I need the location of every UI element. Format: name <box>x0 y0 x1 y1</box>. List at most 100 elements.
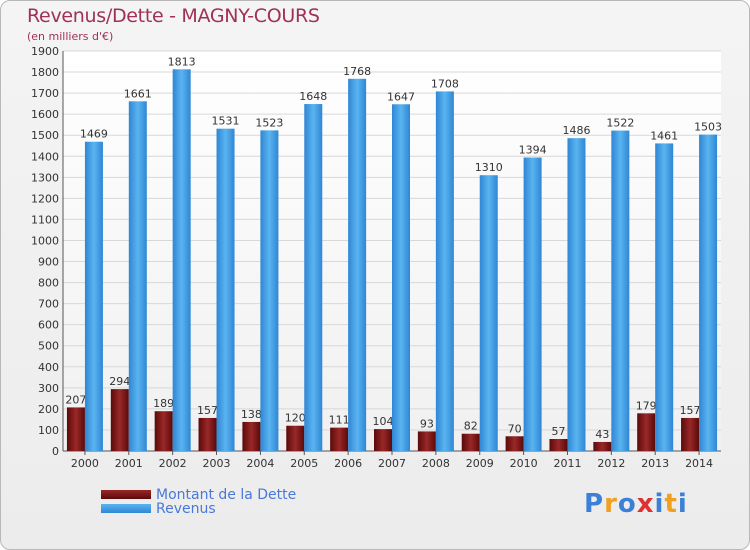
legend-swatch-dette <box>101 490 151 499</box>
data-label-dette: 207 <box>65 393 86 406</box>
y-tick-label: 1600 <box>31 108 59 121</box>
data-label-revenus: 1461 <box>650 129 678 142</box>
data-label-dette: 294 <box>109 375 130 388</box>
x-tick-label: 2002 <box>159 457 187 470</box>
x-tick-label: 2004 <box>246 457 274 470</box>
data-label-dette: 43 <box>595 428 609 441</box>
logo-letter: i <box>677 489 688 519</box>
bar-dette <box>110 389 129 451</box>
y-tick-label: 1700 <box>31 87 59 100</box>
data-label-dette: 82 <box>464 420 478 433</box>
x-tick-label: 2000 <box>71 457 99 470</box>
logo-letter: i <box>654 489 665 519</box>
bar-dette <box>681 417 700 451</box>
bar-dette <box>505 436 524 451</box>
data-label-revenus: 1531 <box>212 115 240 128</box>
bar-dette <box>154 411 173 451</box>
data-label-revenus: 1523 <box>255 116 283 129</box>
x-tick-label: 2010 <box>510 457 538 470</box>
x-tick-label: 2009 <box>466 457 494 470</box>
data-label-dette: 70 <box>508 422 522 435</box>
data-label-dette: 111 <box>329 414 350 427</box>
y-tick-label: 800 <box>38 277 59 290</box>
data-label-revenus: 1708 <box>431 77 459 90</box>
bar-revenus <box>655 143 674 451</box>
x-tick-label: 2003 <box>203 457 231 470</box>
data-label-dette: 138 <box>241 408 262 421</box>
y-tick-label: 0 <box>52 445 59 458</box>
logo-letter: P <box>584 489 605 519</box>
bar-revenus <box>216 128 235 451</box>
bar-dette <box>417 431 436 451</box>
bar-revenus <box>128 101 147 451</box>
bar-dette <box>374 429 392 451</box>
y-tick-label: 1900 <box>31 45 59 58</box>
y-tick-label: 700 <box>38 298 59 311</box>
y-tick-label: 400 <box>38 361 59 374</box>
y-tick-label: 1100 <box>31 213 59 226</box>
data-label-dette: 93 <box>420 417 434 430</box>
bar-dette <box>330 427 349 451</box>
y-tick-label: 1800 <box>31 66 59 79</box>
chart-subtitle: (en milliers d'€) <box>27 30 114 43</box>
data-label-dette: 57 <box>551 425 565 438</box>
logo-letter: o <box>617 489 637 519</box>
x-tick-label: 2013 <box>641 457 669 470</box>
y-tick-label: 600 <box>38 319 59 332</box>
x-tick-label: 2008 <box>422 457 450 470</box>
x-tick-label: 2012 <box>597 457 625 470</box>
logo-letter: r <box>604 489 618 519</box>
data-label-revenus: 1647 <box>387 90 415 103</box>
x-tick-label: 2005 <box>290 457 318 470</box>
data-label-revenus: 1310 <box>475 161 503 174</box>
data-label-dette: 179 <box>636 399 657 412</box>
x-tick-label: 2007 <box>378 457 406 470</box>
data-label-dette: 157 <box>680 404 701 417</box>
bar-dette <box>198 417 217 451</box>
bar-revenus <box>523 157 542 452</box>
bar-dette <box>242 421 261 451</box>
y-tick-label: 1000 <box>31 234 59 247</box>
y-tick-label: 1200 <box>31 192 59 205</box>
data-label-revenus: 1522 <box>606 117 634 130</box>
bar-dette <box>549 439 568 451</box>
bar-revenus <box>260 130 279 452</box>
chart-title: Revenus/Dette - MAGNY-COURS <box>27 5 320 27</box>
legend-label-revenus: Revenus <box>156 501 216 517</box>
y-tick-label: 500 <box>38 340 59 353</box>
bar-revenus <box>304 104 323 451</box>
bar-revenus <box>348 78 367 451</box>
x-tick-label: 2011 <box>553 457 581 470</box>
bar-revenus <box>567 138 586 451</box>
data-label-revenus: 1486 <box>562 124 590 137</box>
y-tick-label: 200 <box>38 403 59 416</box>
data-label-revenus: 1661 <box>124 87 152 100</box>
bar-revenus <box>172 69 191 451</box>
bar-dette <box>286 425 305 451</box>
bar-dette <box>593 441 612 451</box>
bar-dette <box>66 407 85 451</box>
data-label-dette: 157 <box>197 404 218 417</box>
bar-revenus <box>699 134 718 451</box>
y-tick-label: 1500 <box>31 129 59 142</box>
data-label-revenus: 1394 <box>519 144 547 157</box>
y-tick-label: 900 <box>38 256 59 269</box>
data-label-revenus: 1648 <box>299 90 327 103</box>
x-tick-label: 2006 <box>334 457 362 470</box>
legend-label-dette: Montant de la Dette <box>156 487 297 503</box>
x-tick-label: 2001 <box>115 457 143 470</box>
data-label-dette: 189 <box>153 397 174 410</box>
bar-revenus <box>611 130 630 451</box>
data-label-revenus: 1469 <box>80 128 108 141</box>
y-tick-label: 100 <box>38 424 59 437</box>
y-tick-label: 300 <box>38 382 59 395</box>
data-label-revenus: 1813 <box>168 55 196 68</box>
logo-letter: x <box>636 489 655 519</box>
bar-dette <box>637 413 656 451</box>
data-label-dette: 104 <box>373 415 394 428</box>
data-label-dette: 120 <box>285 412 306 425</box>
bar-revenus <box>392 104 410 452</box>
data-label-revenus: 1768 <box>343 65 371 78</box>
